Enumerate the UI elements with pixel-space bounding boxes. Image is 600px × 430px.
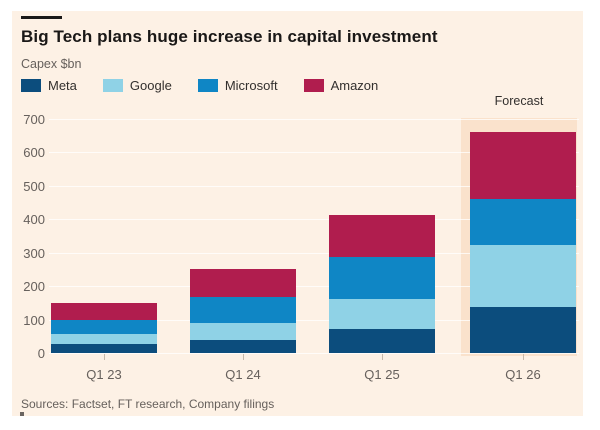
x-axis-tick xyxy=(243,354,244,360)
x-axis-label-q1-26: Q1 26 xyxy=(505,367,541,382)
gridline-600 xyxy=(49,152,579,153)
legend-label: Meta xyxy=(48,78,77,93)
bar-q1-25 xyxy=(329,214,435,353)
bar-segment-google-q1-25 xyxy=(329,299,435,329)
y-axis-label-200: 200 xyxy=(23,279,45,294)
chart-units-label: Capex $bn xyxy=(21,57,82,71)
bar-q1-24 xyxy=(190,269,296,353)
gridline-100 xyxy=(49,319,579,321)
x-axis-label-q1-25: Q1 25 xyxy=(364,367,400,382)
x-axis-label-q1-24: Q1 24 xyxy=(225,367,261,382)
legend-swatch-icon xyxy=(102,79,123,92)
legend-label: Amazon xyxy=(330,78,379,93)
y-axis-label-100: 100 xyxy=(23,312,45,328)
bar-segment-amazon-q1-26 xyxy=(470,131,576,199)
bar-segment-google-q1-24 xyxy=(190,322,296,340)
bar-segment-amazon-q1-25 xyxy=(329,214,435,258)
page-title: Big Tech plans huge increase in capital … xyxy=(21,27,438,46)
bar-segment-meta-q1-25 xyxy=(329,328,435,353)
x-axis-tick xyxy=(382,354,383,360)
x-axis-tick xyxy=(523,354,524,360)
legend-swatch-icon xyxy=(303,79,324,92)
x-axis-tick xyxy=(104,354,105,360)
legend-item-amazon: Amazon xyxy=(303,78,379,93)
legend-swatch-icon xyxy=(21,79,41,92)
y-axis-label-400: 400 xyxy=(23,212,45,227)
bar-segment-microsoft-q1-25 xyxy=(329,257,435,300)
bar-segment-microsoft-q1-24 xyxy=(190,297,296,323)
gridline-400 xyxy=(49,219,579,220)
bar-q1-26 xyxy=(470,131,576,353)
sources-text: Sources: Factset, FT research, Company f… xyxy=(21,397,275,411)
bar-segment-microsoft-q1-23 xyxy=(51,319,157,335)
legend-label: Microsoft xyxy=(224,78,278,93)
bar-segment-amazon-q1-23 xyxy=(51,302,157,320)
chart-card: Big Tech plans huge increase in capital … xyxy=(12,11,583,416)
y-axis-label-500: 500 xyxy=(23,178,45,194)
bar-segment-amazon-q1-24 xyxy=(190,269,296,298)
bar-segment-google-q1-26 xyxy=(470,244,576,307)
gridline-200 xyxy=(49,286,579,287)
legend-item-google: Google xyxy=(102,78,172,93)
gridline-0 xyxy=(49,353,579,354)
forecast-label: Forecast xyxy=(494,94,544,108)
legend: Meta Google Microsoft Amazon xyxy=(21,78,378,93)
bar-q1-23 xyxy=(51,302,157,353)
y-axis-label-300: 300 xyxy=(23,245,45,261)
gridline-300 xyxy=(49,252,579,254)
legend-item-microsoft: Microsoft xyxy=(197,78,278,93)
title-rule xyxy=(21,16,62,19)
bar-segment-meta-q1-23 xyxy=(51,343,157,353)
x-axis-label-q1-23: Q1 23 xyxy=(86,367,122,382)
bar-segment-meta-q1-26 xyxy=(470,306,576,353)
bar-segment-microsoft-q1-26 xyxy=(470,198,576,245)
cropped-text-fragment xyxy=(20,412,24,416)
gridline-500 xyxy=(49,185,579,187)
y-axis-label-600: 600 xyxy=(23,145,45,160)
bar-segment-meta-q1-24 xyxy=(190,339,296,353)
gridline-700 xyxy=(49,118,579,120)
y-axis-label-700: 700 xyxy=(23,111,45,127)
bar-segment-google-q1-23 xyxy=(51,334,157,344)
y-axis-label-0: 0 xyxy=(37,346,45,361)
legend-swatch-icon xyxy=(197,79,218,92)
legend-label: Google xyxy=(129,78,172,93)
legend-item-meta: Meta xyxy=(21,78,77,93)
